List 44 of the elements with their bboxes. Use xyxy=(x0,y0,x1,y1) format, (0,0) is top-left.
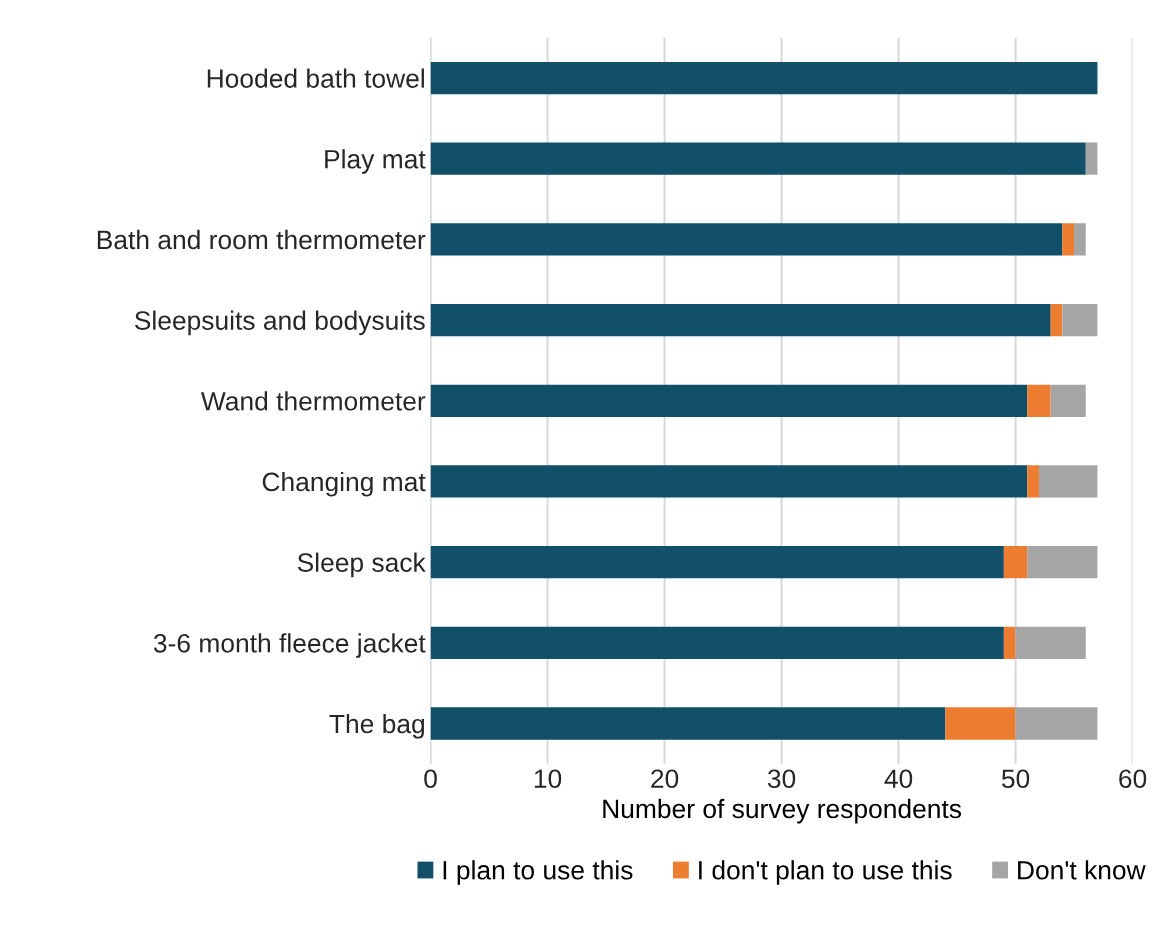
bar xyxy=(430,384,1028,417)
bar xyxy=(1015,626,1086,659)
legend-label: I plan to use this xyxy=(443,860,633,885)
x-tick-label: 30 xyxy=(767,769,796,789)
x-tick-label: 50 xyxy=(1001,769,1030,789)
y-tick-label: Bath and room thermometer xyxy=(97,229,426,250)
bar xyxy=(1062,303,1098,337)
bar xyxy=(1085,142,1098,175)
y-tick-label: Wand thermometer xyxy=(200,391,426,411)
bar xyxy=(1050,303,1063,337)
bar xyxy=(430,223,1063,256)
bar xyxy=(945,707,1016,740)
bar xyxy=(1062,223,1075,256)
x-tick-label: 0 xyxy=(424,769,437,789)
y-tick-label: The bag xyxy=(329,713,425,739)
x-tick-label: 20 xyxy=(651,769,679,789)
bar xyxy=(430,142,1086,175)
legend-label: Don't know xyxy=(1018,860,1146,880)
y-tick-label: Hooded bath towel xyxy=(207,68,424,88)
y-tick-label: Sleep sack xyxy=(297,552,426,578)
x-tick-label: 60 xyxy=(1119,769,1147,789)
bar xyxy=(430,707,946,740)
bar xyxy=(1027,465,1039,498)
bar xyxy=(1027,546,1098,579)
legend-label: I don't plan to use this xyxy=(699,860,952,885)
y-tick-label: Play mat xyxy=(325,149,426,174)
bar xyxy=(1038,465,1098,498)
bar xyxy=(430,465,1028,498)
bar xyxy=(430,303,1051,337)
bar xyxy=(1050,384,1086,417)
bar xyxy=(1074,223,1086,256)
bar xyxy=(1003,626,1016,659)
x-tick-label: 40 xyxy=(884,769,913,789)
x-axis-title: Number of survey respondents xyxy=(603,798,962,824)
y-tick-label: Sleepsuits and bodysuits xyxy=(134,310,425,336)
x-tick-label: 10 xyxy=(534,769,562,789)
bar xyxy=(1003,546,1028,579)
bar xyxy=(1027,384,1051,417)
bar xyxy=(1015,707,1098,740)
bar xyxy=(430,61,1098,95)
y-tick-label: Changing mat xyxy=(262,471,426,497)
bar xyxy=(430,546,1004,579)
bar xyxy=(430,626,1004,659)
y-tick-label: 3-6 month fleece jacket xyxy=(153,633,426,658)
